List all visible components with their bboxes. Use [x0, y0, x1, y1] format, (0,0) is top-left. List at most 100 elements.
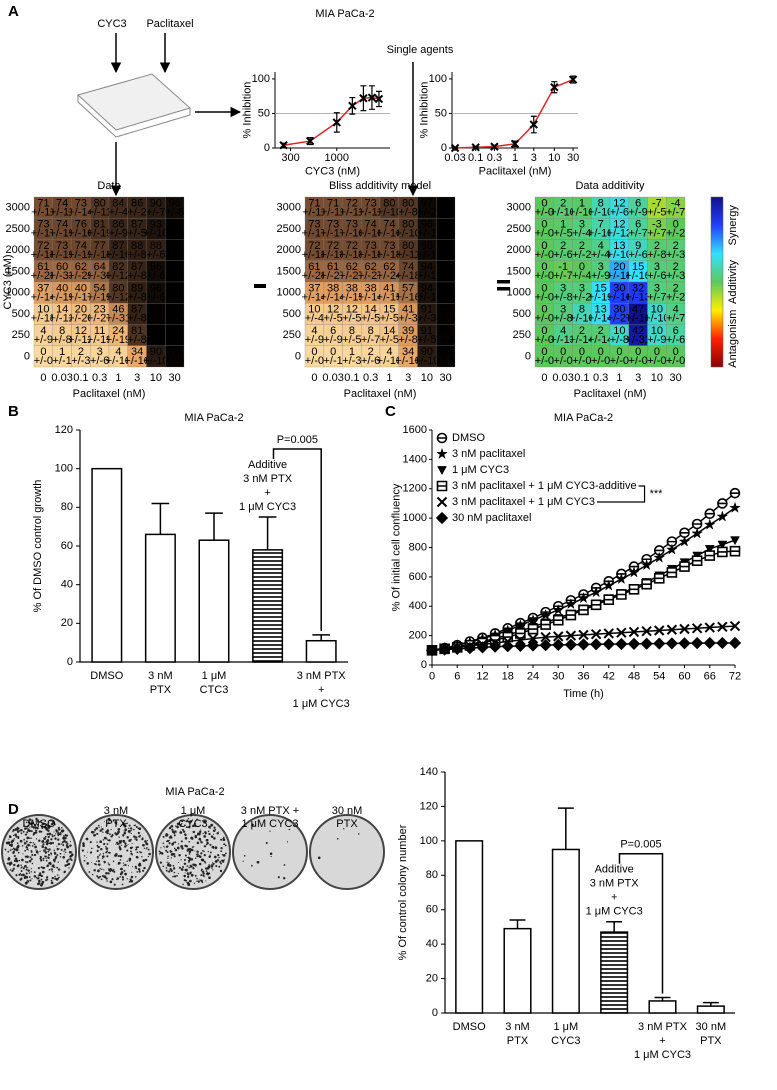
colony — [191, 846, 194, 848]
colony — [12, 847, 15, 850]
colony — [162, 842, 165, 845]
cell-value: 8 — [349, 325, 355, 337]
y-tick-label: 60 — [61, 540, 73, 552]
cell-error: +/-2 — [165, 270, 184, 282]
plate-label: PTX — [336, 818, 358, 830]
cell-value: 74 — [365, 219, 377, 231]
x-tick-label: 0.3 — [487, 152, 502, 164]
cell-error: +/-8 — [165, 206, 184, 218]
colony — [251, 823, 254, 827]
y-tick-label: 2500 — [6, 223, 30, 235]
colony — [107, 821, 110, 824]
cell-value: 0 — [541, 261, 547, 273]
cell-error: +/-11 — [396, 249, 421, 261]
colony — [14, 848, 17, 851]
x-tick-label: 54 — [653, 671, 665, 683]
x-tick-label: CTC3 — [200, 684, 229, 696]
cell-error: +/-6 — [361, 355, 380, 367]
cell-value: 2 — [579, 325, 585, 337]
colony — [174, 841, 177, 844]
y-axis-label: % Inhibition — [242, 82, 254, 139]
marker — [589, 638, 603, 651]
y-axis-label: % Of initial cell confluency — [391, 483, 403, 611]
cell-error: +/-0 — [666, 355, 685, 367]
colony — [194, 835, 198, 839]
colony — [111, 878, 114, 881]
cell-error: +/-33 — [49, 270, 74, 282]
legend-label: DMSO — [452, 432, 485, 444]
marker — [640, 558, 653, 571]
colony — [192, 824, 195, 828]
cell-error: +/-11 — [31, 206, 56, 218]
cell-value: 96 — [150, 282, 162, 294]
colony — [94, 863, 97, 866]
colony — [24, 824, 25, 826]
marker — [539, 608, 552, 621]
colony — [215, 864, 218, 868]
colony — [36, 823, 39, 826]
colony — [283, 864, 286, 866]
cell-value: 0 — [541, 304, 547, 316]
cell-value: 12 — [75, 325, 87, 337]
colony — [62, 855, 66, 859]
colony — [220, 850, 223, 853]
colony — [189, 820, 192, 823]
colony — [133, 828, 135, 831]
colony — [118, 842, 120, 844]
cell-value: 2 — [560, 240, 566, 252]
bar — [305, 639, 337, 663]
colony — [31, 845, 34, 847]
cell-error: +/-1 — [436, 206, 455, 218]
colony — [105, 830, 108, 834]
colony — [40, 830, 43, 833]
colony — [13, 863, 16, 867]
colony — [115, 823, 118, 825]
colony — [58, 876, 60, 879]
colony — [41, 826, 44, 829]
cell-value: 96 — [169, 197, 181, 209]
cell-value: 97 — [421, 197, 433, 209]
colony — [243, 854, 246, 857]
colony — [171, 844, 173, 846]
colony — [17, 831, 19, 834]
colony — [175, 825, 177, 827]
cell-value: 73 — [56, 240, 68, 252]
marker — [540, 631, 551, 643]
colony — [9, 869, 12, 871]
cell-error: +/-7 — [146, 206, 165, 218]
marker — [628, 626, 640, 638]
colony — [181, 819, 184, 823]
colony — [174, 848, 178, 852]
colonies — [81, 817, 151, 886]
cell-value: 7 — [598, 219, 604, 231]
cell-value: 72 — [308, 240, 320, 252]
cell-value: 4 — [386, 346, 392, 358]
colony — [64, 864, 67, 867]
colony — [131, 846, 134, 849]
colony — [196, 853, 199, 856]
cell-error: +/-5 — [323, 313, 342, 325]
cell-error: +/-0 — [647, 355, 666, 367]
cell-error: +/-17 — [31, 228, 56, 240]
cell-value: 88 — [131, 240, 143, 252]
bar — [455, 840, 484, 1014]
cell-error: +/-3 — [342, 355, 361, 367]
colony — [222, 860, 225, 863]
colony — [215, 847, 217, 849]
colony — [146, 847, 148, 849]
colony — [145, 848, 148, 850]
colony — [96, 841, 98, 843]
colony — [51, 835, 54, 838]
colony — [30, 830, 33, 833]
colony — [60, 826, 63, 829]
colony — [29, 845, 31, 847]
cell-error: +/-8 — [52, 334, 71, 346]
cell-value: 100 — [436, 219, 454, 231]
marker — [367, 93, 377, 102]
cell-error: +/-20 — [68, 313, 93, 325]
cell-error: +/-5 — [436, 313, 455, 325]
annotation: 3 nM PTX — [590, 878, 640, 890]
colony — [13, 850, 15, 853]
colony — [189, 879, 192, 883]
cell-error: +/-11 — [321, 206, 346, 218]
